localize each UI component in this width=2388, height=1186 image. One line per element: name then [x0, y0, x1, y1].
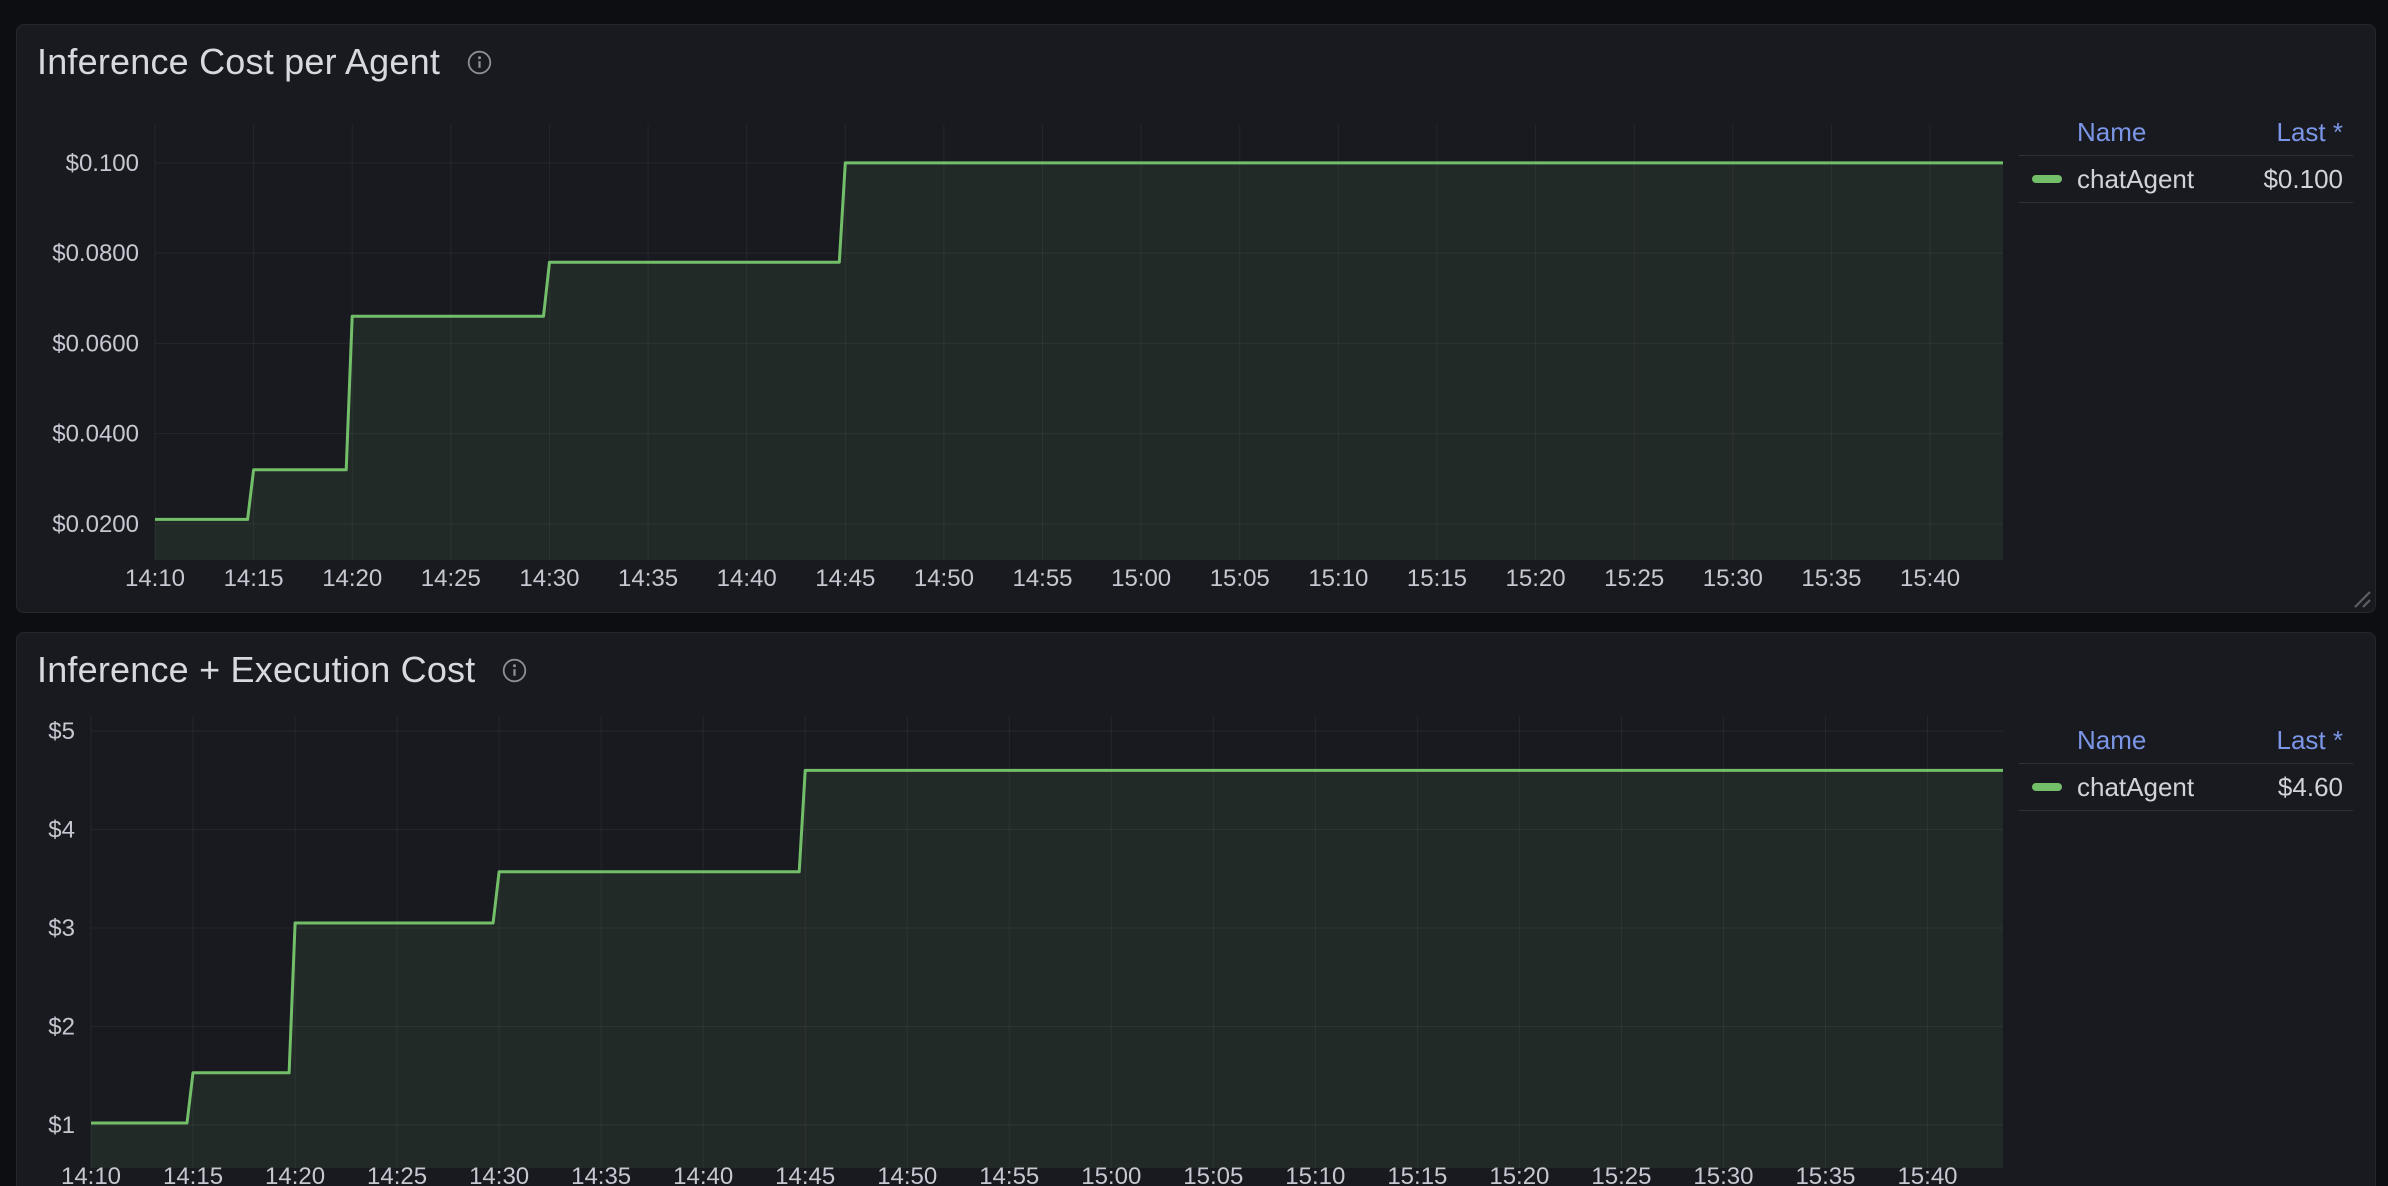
series-last-value: $4.60	[2277, 771, 2343, 802]
series-name[interactable]: chatAgent	[2077, 163, 2195, 194]
series-name[interactable]: chatAgent	[2077, 771, 2195, 802]
svg-text:14:35: 14:35	[618, 565, 678, 592]
svg-text:14:15: 14:15	[163, 1163, 223, 1186]
series-color-swatch	[2032, 783, 2062, 791]
legend-name-header[interactable]: Name	[2077, 116, 2147, 147]
svg-text:15:10: 15:10	[1308, 565, 1368, 592]
info-circle-icon[interactable]	[466, 49, 493, 76]
svg-text:14:20: 14:20	[265, 1163, 325, 1186]
series-fill	[91, 770, 2003, 1168]
legend-header-row: Name Last *	[2019, 717, 2353, 764]
series-line	[155, 161, 2003, 521]
legend-table: Name Last * chatAgent $0.100	[2019, 109, 2353, 203]
panel-resize-handle[interactable]	[2350, 587, 2372, 609]
svg-text:15:25: 15:25	[1604, 565, 1664, 592]
svg-text:15:15: 15:15	[1407, 565, 1467, 592]
svg-text:14:20: 14:20	[322, 565, 382, 592]
grid-lines	[90, 716, 2003, 1168]
panel-title[interactable]: Inference Cost per Agent	[37, 41, 441, 82]
svg-text:14:55: 14:55	[1012, 565, 1072, 592]
svg-text:$2: $2	[48, 1013, 75, 1040]
svg-text:15:30: 15:30	[1703, 565, 1763, 592]
svg-text:15:05: 15:05	[1183, 1163, 1243, 1186]
y-axis-labels: $1 $2 $3 $4 $5	[48, 718, 75, 1139]
svg-text:14:55: 14:55	[979, 1163, 1039, 1186]
svg-text:14:30: 14:30	[469, 1163, 529, 1186]
svg-text:14:25: 14:25	[421, 565, 481, 592]
svg-text:15:40: 15:40	[1897, 1163, 1957, 1186]
legend-table: Name Last * chatAgent $4.60	[2019, 717, 2353, 811]
svg-text:$0.0800: $0.0800	[52, 240, 139, 267]
svg-text:15:00: 15:00	[1081, 1163, 1141, 1186]
x-axis-labels: 14:10 14:15 14:20 14:25 14:30 14:35 14:40 14:45…	[61, 1163, 1958, 1186]
legend-last-header[interactable]: Last *	[2276, 724, 2344, 755]
svg-text:15:10: 15:10	[1285, 1163, 1345, 1186]
series-chatagent	[91, 768, 2003, 1168]
svg-text:$0.0600: $0.0600	[52, 330, 139, 357]
series-line	[91, 768, 2003, 1125]
svg-text:14:10: 14:10	[125, 565, 185, 592]
panel-header: Inference Cost per Agent	[17, 25, 493, 99]
svg-text:15:35: 15:35	[1795, 1163, 1855, 1186]
svg-text:15:05: 15:05	[1210, 565, 1270, 592]
svg-text:14:25: 14:25	[367, 1163, 427, 1186]
svg-text:$0.0200: $0.0200	[52, 511, 139, 538]
svg-text:15:40: 15:40	[1900, 565, 1960, 592]
svg-text:14:45: 14:45	[815, 565, 875, 592]
svg-text:14:40: 14:40	[717, 565, 777, 592]
panel-title[interactable]: Inference + Execution Cost	[37, 649, 476, 690]
inference-execution-cost-chart[interactable]: $1 $2 $3 $4 $5 14:10 14:15 14:20 14:25 14:30 14:35…	[17, 633, 2375, 1186]
legend-row-chatagent[interactable]: chatAgent $0.100	[2019, 156, 2353, 203]
svg-text:14:45: 14:45	[775, 1163, 835, 1186]
svg-text:15:15: 15:15	[1387, 1163, 1447, 1186]
series-chatagent	[155, 161, 2003, 560]
svg-text:14:50: 14:50	[877, 1163, 937, 1186]
legend-last-header[interactable]: Last *	[2276, 116, 2344, 147]
svg-text:15:35: 15:35	[1801, 565, 1861, 592]
y-axis-labels: $0.0200 $0.0400 $0.0600 $0.0800 $0.100	[52, 150, 139, 538]
series-color-swatch	[2032, 175, 2062, 183]
series-last-value: $0.100	[2263, 163, 2343, 194]
svg-text:14:40: 14:40	[673, 1163, 733, 1186]
legend-header-row: Name Last *	[2019, 109, 2353, 156]
panel-inference-cost-per-agent: Inference Cost per Agent $0.0200 $0.0400 $…	[16, 24, 2376, 613]
svg-text:$5: $5	[48, 718, 75, 745]
svg-text:15:20: 15:20	[1489, 1163, 1549, 1186]
svg-text:$3: $3	[48, 915, 75, 942]
legend-row-chatagent[interactable]: chatAgent $4.60	[2019, 764, 2353, 811]
svg-text:14:30: 14:30	[519, 565, 579, 592]
svg-text:$0.100: $0.100	[66, 150, 139, 177]
svg-text:$1: $1	[48, 1112, 75, 1139]
panel-header: Inference + Execution Cost	[17, 633, 528, 707]
svg-text:14:35: 14:35	[571, 1163, 631, 1186]
x-axis-labels: 14:10 14:15 14:20 14:25 14:30 14:35 14:40 14:45…	[125, 565, 1960, 592]
panel-inference-execution-cost: Inference + Execution Cost $1 $2 $3 $4 $5 14:…	[16, 632, 2376, 1186]
info-circle-icon[interactable]	[501, 657, 528, 684]
legend-name-header[interactable]: Name	[2077, 724, 2147, 755]
svg-text:14:10: 14:10	[61, 1163, 121, 1186]
svg-text:14:50: 14:50	[914, 565, 974, 592]
svg-text:$4: $4	[48, 816, 75, 843]
series-fill	[155, 162, 2003, 560]
svg-text:15:30: 15:30	[1693, 1163, 1753, 1186]
svg-text:15:25: 15:25	[1591, 1163, 1651, 1186]
svg-text:14:15: 14:15	[224, 565, 284, 592]
svg-text:$0.0400: $0.0400	[52, 421, 139, 448]
svg-text:15:00: 15:00	[1111, 565, 1171, 592]
svg-text:15:20: 15:20	[1506, 565, 1566, 592]
